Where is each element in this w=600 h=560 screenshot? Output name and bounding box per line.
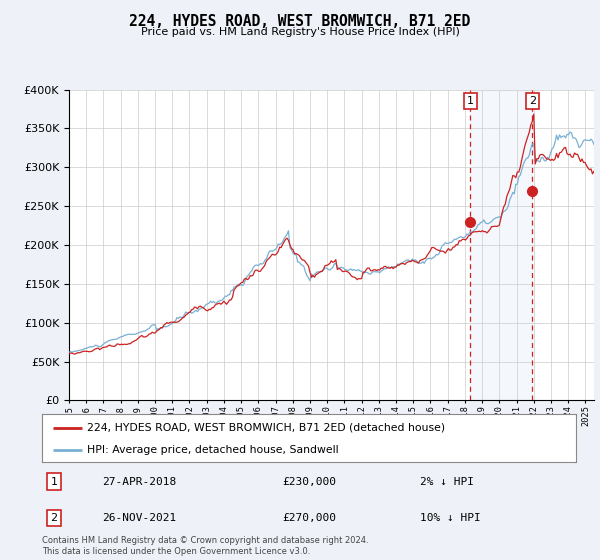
Text: 2: 2 [50,513,58,523]
Text: £270,000: £270,000 [282,513,336,523]
Text: HPI: Average price, detached house, Sandwell: HPI: Average price, detached house, Sand… [88,445,339,455]
Text: 10% ↓ HPI: 10% ↓ HPI [420,513,481,523]
Bar [470,90,532,400]
Text: £230,000: £230,000 [282,477,336,487]
Text: 224, HYDES ROAD, WEST BROMWICH, B71 2ED (detached house): 224, HYDES ROAD, WEST BROMWICH, B71 2ED … [88,423,446,433]
Text: 224, HYDES ROAD, WEST BROMWICH, B71 2ED: 224, HYDES ROAD, WEST BROMWICH, B71 2ED [130,14,470,29]
Text: 2% ↓ HPI: 2% ↓ HPI [420,477,474,487]
Text: 26-NOV-2021: 26-NOV-2021 [102,513,176,523]
Text: 2: 2 [529,96,536,106]
Text: 27-APR-2018: 27-APR-2018 [102,477,176,487]
Text: Contains HM Land Registry data © Crown copyright and database right 2024.
This d: Contains HM Land Registry data © Crown c… [42,536,368,556]
Text: 1: 1 [467,96,474,106]
Text: Price paid vs. HM Land Registry's House Price Index (HPI): Price paid vs. HM Land Registry's House … [140,27,460,37]
Text: 1: 1 [50,477,58,487]
